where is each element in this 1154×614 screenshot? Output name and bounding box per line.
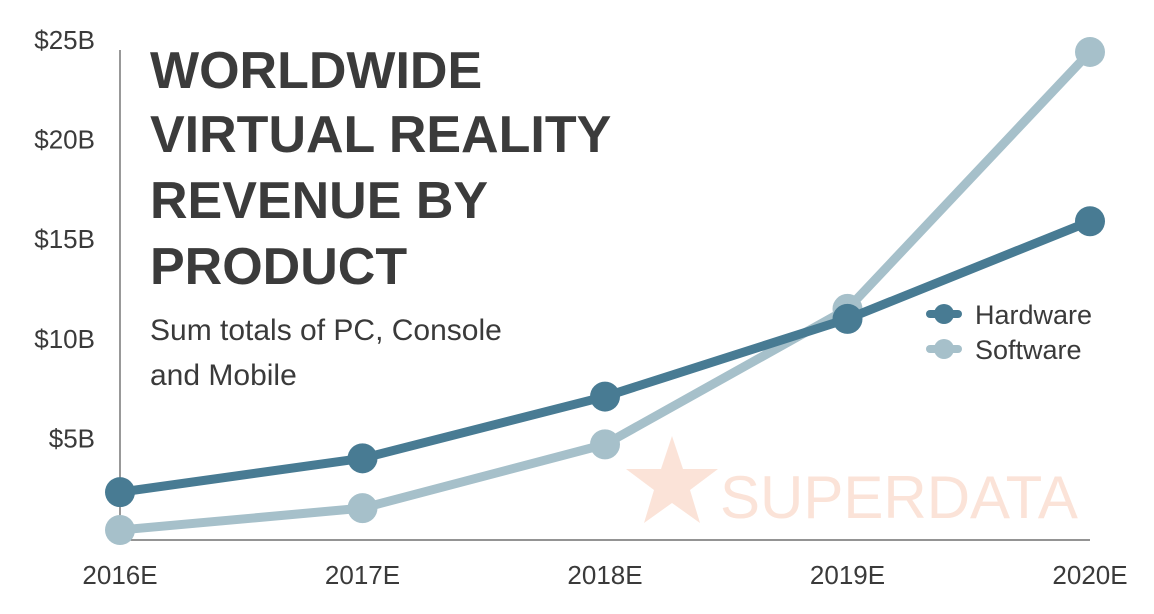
data-point-software	[105, 515, 135, 546]
legend-software-marker	[934, 339, 954, 359]
watermark-text: SUPERDATA	[720, 464, 1078, 531]
x-tick-label: 2017E	[325, 560, 400, 590]
legend: Hardware Software	[926, 300, 1092, 365]
legend-software-label: Software	[975, 335, 1082, 365]
x-tick-label: 2019E	[810, 560, 885, 590]
x-tick-label: 2020E	[1052, 560, 1127, 590]
title-line-2: VIRTUAL REALITY	[150, 106, 611, 164]
chart-title: WORLDWIDE VIRTUAL REALITY REVENUE BY PRO…	[150, 42, 611, 296]
x-axis-ticks: 2016E 2017E 2018E 2019E 2020E	[82, 560, 1127, 590]
legend-hardware-marker	[934, 304, 954, 324]
legend-hardware-label: Hardware	[975, 300, 1092, 330]
data-point-hardware	[590, 381, 620, 412]
y-tick-label: $25B	[34, 25, 95, 55]
subtitle-line-1: Sum totals of PC, Console	[150, 314, 502, 347]
x-tick-label: 2016E	[82, 560, 157, 590]
subtitle-line-2: and Mobile	[150, 359, 297, 392]
legend-item-hardware: Hardware	[926, 300, 1092, 330]
x-tick-label: 2018E	[567, 560, 642, 590]
data-point-hardware	[832, 303, 863, 334]
legend-item-software: Software	[926, 335, 1082, 365]
series-layer	[105, 36, 1105, 546]
data-point-hardware	[347, 443, 378, 474]
watermark-star-icon	[626, 436, 718, 523]
superdata-watermark: SUPERDATA	[626, 436, 1078, 531]
y-tick-label: $10B	[34, 324, 95, 354]
data-point-hardware	[105, 477, 135, 508]
y-tick-label: $5B	[49, 423, 95, 453]
y-axis-ticks: $5B $10B $15B $20B $25B	[34, 25, 95, 453]
y-tick-label: $20B	[34, 125, 95, 155]
data-point-software	[590, 429, 620, 460]
data-point-software	[1075, 36, 1105, 67]
chart-subtitle: Sum totals of PC, Console and Mobile	[150, 314, 502, 392]
data-point-hardware	[1075, 206, 1105, 237]
title-line-3: REVENUE BY	[150, 172, 488, 230]
title-line-1: WORLDWIDE	[150, 42, 482, 100]
data-point-software	[347, 493, 378, 524]
title-line-4: PRODUCT	[150, 238, 407, 296]
y-tick-label: $15B	[34, 224, 95, 254]
